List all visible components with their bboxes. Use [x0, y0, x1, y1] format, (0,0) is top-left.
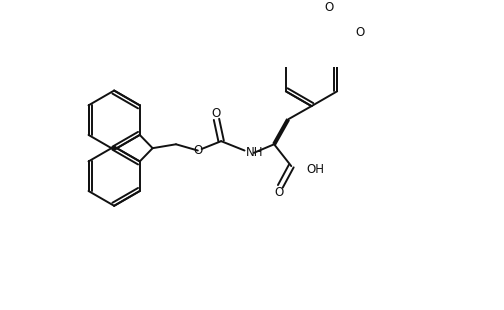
Text: O: O: [324, 1, 333, 14]
Text: O: O: [212, 107, 221, 120]
Text: O: O: [355, 26, 364, 39]
Text: OH: OH: [307, 163, 325, 176]
Text: NH: NH: [246, 146, 264, 159]
Text: O: O: [193, 144, 203, 157]
Text: O: O: [274, 186, 283, 199]
